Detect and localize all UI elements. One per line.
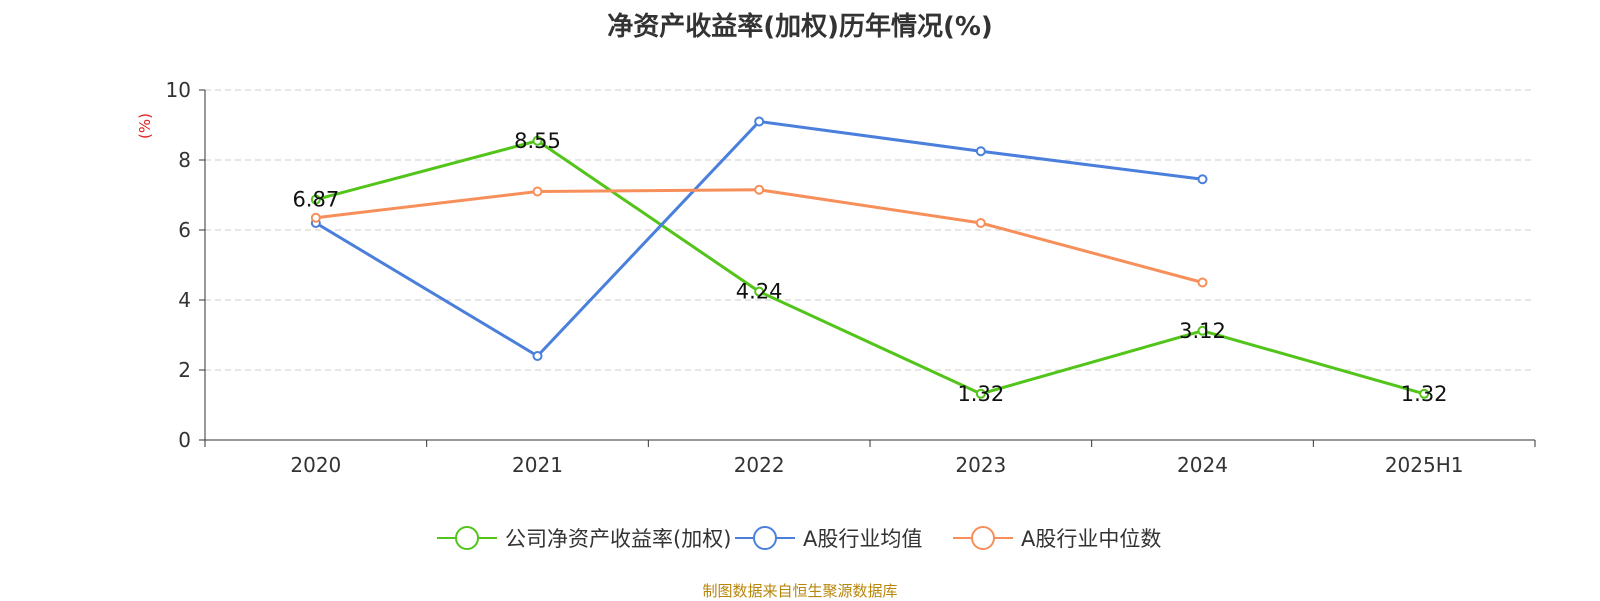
data-label: 1.32: [1401, 382, 1448, 406]
series-line-1: [315, 120, 1203, 358]
legend-marker-1: [753, 526, 777, 550]
legend-label-0: 公司净资产收益率(加权): [505, 527, 731, 551]
x-tick-label: 2024: [1177, 453, 1228, 477]
series-point-1: [975, 146, 986, 157]
x-tick-label: 2021: [512, 453, 563, 477]
data-source-note: 制图数据来自恒生聚源数据库: [702, 582, 898, 600]
data-label: 8.55: [514, 129, 561, 153]
series-line-0: [315, 139, 1425, 396]
data-label: 1.32: [957, 382, 1004, 406]
x-tick-label: 2023: [955, 453, 1006, 477]
y-tick-label: 4: [178, 288, 191, 312]
legend-label-2: A股行业中位数: [1021, 527, 1161, 551]
y-tick-label: 10: [166, 78, 191, 102]
y-tick-label: 6: [178, 218, 191, 242]
series-point-1: [1197, 174, 1208, 185]
series-point-1: [532, 351, 543, 361]
series-point-0: [1197, 325, 1208, 336]
data-label: 3.12: [1179, 319, 1226, 343]
series-point-2: [1197, 277, 1208, 288]
series-point-0: [310, 194, 321, 205]
chart-title: 净资产收益率(加权)历年情况(%): [607, 12, 993, 42]
series-point-0: [975, 388, 986, 399]
series-line-2: [315, 188, 1203, 284]
series-point-2: [310, 212, 321, 223]
series-point-2: [532, 186, 543, 197]
series-point-0: [532, 135, 543, 146]
legend-label-1: A股行业均值: [803, 527, 922, 551]
y-tick-label: 8: [178, 148, 191, 172]
series-point-0: [1419, 388, 1430, 399]
y-tick-label: 2: [178, 358, 191, 382]
data-label: 4.24: [736, 280, 783, 304]
legend-marker-0: [455, 526, 479, 550]
series-point-2: [975, 218, 986, 228]
x-tick-label: 2022: [734, 453, 785, 477]
series-point-2: [754, 184, 765, 195]
x-tick-label: 2025H1: [1385, 453, 1464, 477]
y-axis-unit: (%): [136, 113, 154, 139]
series-point-1: [754, 116, 765, 127]
legend-marker-2: [971, 526, 995, 550]
y-tick-label: 0: [178, 428, 191, 452]
x-tick-label: 2020: [290, 453, 341, 477]
data-label: 6.87: [292, 188, 339, 212]
series-point-0: [754, 286, 765, 297]
